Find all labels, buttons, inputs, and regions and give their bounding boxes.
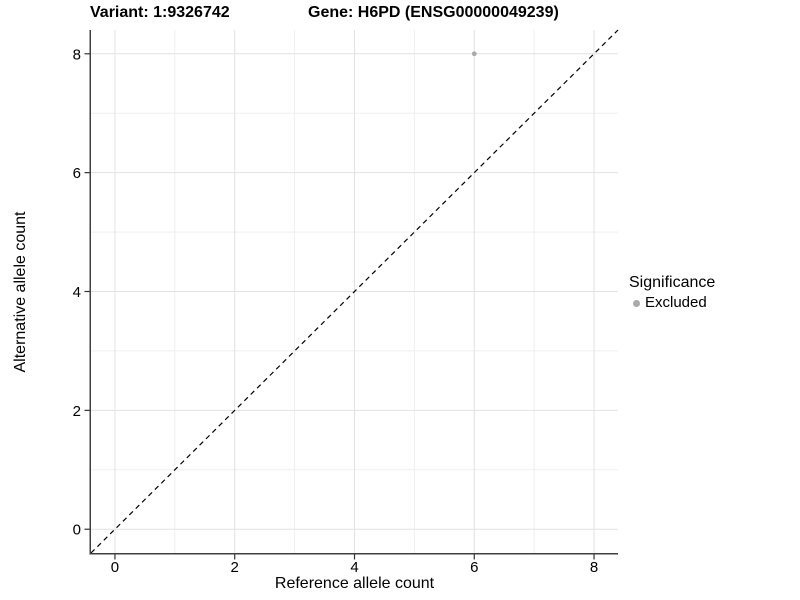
legend-title: Significance [629, 274, 716, 291]
legend: Significance Excluded [629, 273, 715, 312]
x-tick-label: 0 [111, 559, 119, 576]
y-tick-label: 0 [73, 522, 81, 539]
x-tick-label: 8 [590, 559, 598, 576]
data-point [471, 51, 477, 57]
legend-point-icon [629, 296, 643, 310]
x-tick-label: 2 [231, 559, 239, 576]
y-tick-label: 4 [73, 284, 81, 301]
x-axis-title: Reference allele count [274, 575, 435, 592]
legend-entry-label: Excluded [645, 294, 707, 311]
y-axis-title: Alternative allele count [12, 211, 29, 373]
plot-title-variant: Variant: 1:9326742 [90, 4, 230, 21]
plot-title-gene: Gene: H6PD (ENSG00000049239) [308, 4, 559, 21]
y-tick-label: 2 [73, 403, 81, 420]
y-tick-label: 6 [73, 165, 81, 182]
legend-entry-excluded: Excluded [629, 294, 715, 312]
identity-reference-line [90, 29, 619, 554]
legend-entries: Excluded [629, 294, 715, 312]
x-tick-label: 6 [470, 559, 478, 576]
y-tick-label: 8 [73, 46, 81, 63]
x-tick-label: 4 [350, 559, 358, 576]
legend-dot-icon [632, 299, 640, 307]
